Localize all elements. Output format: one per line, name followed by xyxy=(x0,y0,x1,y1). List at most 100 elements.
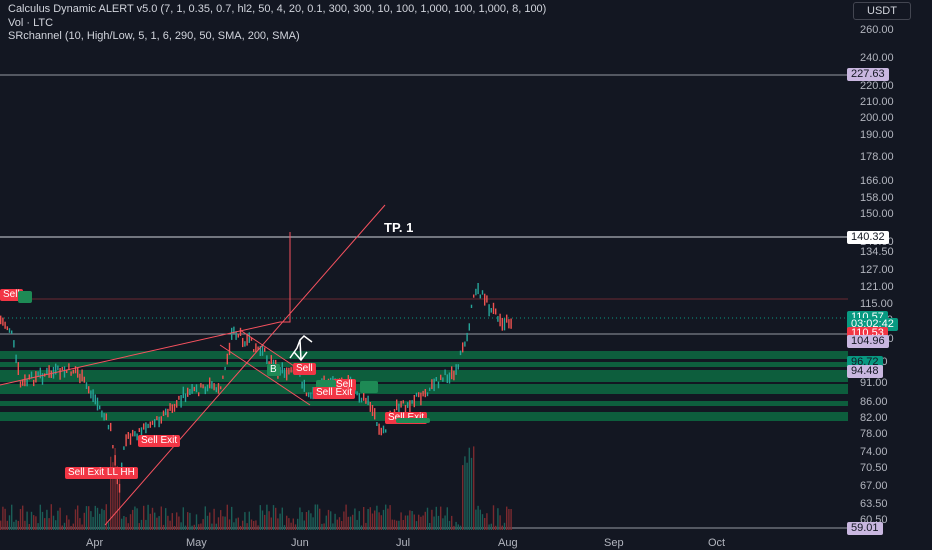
volume-bar xyxy=(411,511,413,530)
candle xyxy=(224,366,226,371)
candle xyxy=(435,377,437,381)
volume-bar xyxy=(244,512,246,530)
volume-bar xyxy=(138,523,140,530)
sr-zones xyxy=(0,351,848,421)
candle xyxy=(407,402,409,408)
indicator-title-calculus[interactable]: Calculus Dynamic ALERT v5.0 (7, 1, 0.35,… xyxy=(8,3,547,15)
candle xyxy=(209,377,211,389)
candle xyxy=(154,419,156,428)
volume-bar xyxy=(143,505,145,530)
candle xyxy=(204,386,206,395)
candle xyxy=(248,332,250,343)
price-tick-label: 190.00 xyxy=(860,129,894,141)
candle xyxy=(451,366,453,380)
sell-exit-label-jun[interactable]: Sell Exit xyxy=(313,387,356,399)
volume-bar xyxy=(178,516,180,530)
candle xyxy=(358,393,360,403)
candle xyxy=(369,402,371,412)
candle xyxy=(308,392,310,398)
candle xyxy=(92,389,94,402)
signal-marker xyxy=(18,291,32,303)
buy-label-jun[interactable]: B xyxy=(267,364,280,376)
trend-line-rising[interactable] xyxy=(104,204,386,526)
candle xyxy=(103,413,105,421)
candle xyxy=(246,334,248,346)
volume-bar xyxy=(448,520,451,530)
candle xyxy=(178,395,180,400)
volume-bar xyxy=(180,522,182,530)
candle xyxy=(356,391,358,396)
volume-bar xyxy=(374,510,376,530)
candle xyxy=(402,400,404,404)
candle xyxy=(57,365,59,370)
candle xyxy=(301,381,303,389)
candle xyxy=(198,392,200,397)
trend-line-falling[interactable] xyxy=(219,344,311,406)
price-tag-59: 59.01 xyxy=(847,522,883,535)
candle xyxy=(272,359,275,366)
arrow-drawing[interactable] xyxy=(289,335,313,362)
volume-bar xyxy=(451,515,453,530)
trend-line-small[interactable] xyxy=(239,329,301,371)
volume-bar xyxy=(233,522,235,530)
candle xyxy=(11,330,13,334)
volume-bar xyxy=(195,514,198,530)
price-tick-label: 121.00 xyxy=(860,281,894,293)
candle xyxy=(206,384,209,392)
volume-bar xyxy=(59,507,61,530)
volume-bar xyxy=(365,522,367,530)
indicator-title-srchannel[interactable]: SRchannel (10, High/Low, 5, 1, 6, 290, 5… xyxy=(8,30,300,42)
volume-bar xyxy=(191,525,193,530)
volume-bar xyxy=(169,520,171,530)
candle xyxy=(283,368,286,378)
indicator-title-volume[interactable]: Vol · LTC xyxy=(8,17,54,29)
sell-exit-ll-hh-label[interactable]: Sell Exit LL HH xyxy=(65,467,138,479)
volume-bar xyxy=(464,456,466,530)
volume-bar xyxy=(484,518,486,530)
volume-bar xyxy=(248,511,250,530)
candle xyxy=(473,294,475,298)
sell-label-jun[interactable]: Sell xyxy=(293,363,316,375)
candle xyxy=(488,304,490,317)
candle xyxy=(484,293,486,306)
volume-bar xyxy=(261,510,264,530)
candle xyxy=(222,375,224,379)
month-label-aug: Aug xyxy=(498,537,518,549)
candle xyxy=(235,331,237,340)
currency-button[interactable]: USDT xyxy=(853,2,911,20)
candle xyxy=(46,367,48,375)
volume-bar xyxy=(283,525,286,530)
sell-exit-label-apr[interactable]: Sell Exit xyxy=(138,435,181,447)
price-tick-label: 150.00 xyxy=(860,208,894,220)
candle xyxy=(413,395,415,408)
volume-bar xyxy=(424,511,426,530)
candle xyxy=(396,399,398,411)
trend-line-wedge[interactable] xyxy=(0,232,291,386)
candle xyxy=(255,343,257,353)
price-tick-label: 240.00 xyxy=(860,52,894,64)
candle xyxy=(94,394,96,405)
volume-bar xyxy=(96,507,99,530)
volume-bar xyxy=(356,519,358,530)
candle xyxy=(479,294,481,299)
price-tick-label: 74.00 xyxy=(860,446,888,458)
price-tag-94: 94.48 xyxy=(847,365,883,378)
trend-drawings[interactable] xyxy=(0,204,386,526)
volume-bar xyxy=(182,507,184,530)
candle xyxy=(22,379,24,386)
candle xyxy=(420,392,422,406)
volume-bar xyxy=(8,515,11,530)
candle xyxy=(288,367,290,375)
candle xyxy=(442,377,444,382)
candle xyxy=(213,383,215,391)
candle xyxy=(233,326,235,334)
price-tick-label: 200.00 xyxy=(860,112,894,124)
sell-label-top-left[interactable]: Sell xyxy=(0,289,23,301)
sr-zone xyxy=(0,401,848,406)
volume-bar xyxy=(61,525,63,530)
candle xyxy=(429,387,431,391)
candle xyxy=(4,321,6,329)
candle xyxy=(149,421,151,428)
